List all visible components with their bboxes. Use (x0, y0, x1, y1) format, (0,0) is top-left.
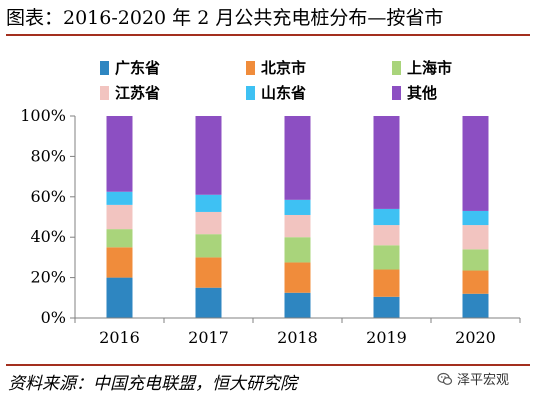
bar-segment (462, 270, 489, 294)
bars (106, 116, 489, 318)
legend-swatch (246, 61, 255, 75)
legend-label: 广东省 (115, 59, 160, 77)
bar-segment (373, 245, 400, 270)
title-divider (6, 34, 530, 36)
bar-segment (106, 191, 133, 205)
bar-segment (284, 116, 311, 200)
x-tick-label: 2017 (188, 328, 229, 347)
y-tick-label: 0% (41, 308, 66, 327)
bar-segment (373, 116, 400, 209)
bar-segment (284, 262, 311, 293)
bar-segment (284, 237, 311, 263)
bar-segment (195, 234, 222, 258)
bar-segment (373, 225, 400, 246)
bar-segment (106, 116, 133, 192)
y-tick-label: 20% (30, 268, 66, 287)
chart-title: 图表：2016-2020 年 2 月公共充电桩分布—按省市 (6, 7, 444, 29)
bar-segment (462, 116, 489, 211)
bar-segment (462, 210, 489, 226)
y-tick-label: 40% (30, 227, 66, 246)
bar-segment (462, 225, 489, 250)
y-tick-label: 60% (30, 187, 66, 206)
wechat-icon (437, 372, 453, 385)
bar-segment (462, 249, 489, 271)
bar-segment (195, 116, 222, 195)
y-tick-label: 80% (30, 146, 66, 165)
legend-label: 北京市 (261, 59, 306, 77)
legend-swatch (392, 86, 401, 100)
x-tick-label: 2019 (366, 328, 407, 347)
bar-segment (106, 277, 133, 318)
legend-swatch (246, 86, 255, 100)
bar-segment (195, 194, 222, 212)
bar-segment (373, 208, 400, 226)
x-axis: 2016 2017 2018 2019 2020 (74, 317, 521, 347)
bar-segment (462, 293, 489, 318)
footer-divider (6, 364, 530, 366)
legend-label: 其他 (407, 84, 437, 102)
watermark-label: 泽平宏观 (457, 373, 510, 388)
y-axis: 0% 20% 40% 60% 80% 100% (20, 106, 76, 327)
bar-segment (195, 287, 222, 318)
legend-swatch (392, 61, 401, 75)
bar-segment (284, 199, 311, 215)
bar-segment (284, 292, 311, 318)
y-tick-label: 100% (20, 106, 66, 125)
watermark: 泽平宏观 (437, 369, 509, 388)
bar-segment (106, 204, 133, 230)
bar-segment (195, 211, 222, 235)
legend-label: 山东省 (261, 84, 306, 102)
legend-swatch (100, 61, 109, 75)
bar-segment (373, 296, 400, 318)
bar-segment (106, 229, 133, 248)
source-note: 资料来源：中国充电联盟，恒大研究院 (8, 374, 297, 394)
bar-segment (195, 257, 222, 288)
bar-segment (373, 269, 400, 297)
bar-segment (284, 214, 311, 238)
legend-label: 上海市 (407, 59, 452, 77)
x-tick-label: 2016 (99, 328, 140, 347)
x-tick-label: 2018 (277, 328, 318, 347)
legend-label: 江苏省 (115, 84, 160, 102)
bar-segment (106, 247, 133, 278)
legend-swatch (100, 86, 109, 100)
x-tick-label: 2020 (455, 328, 496, 347)
